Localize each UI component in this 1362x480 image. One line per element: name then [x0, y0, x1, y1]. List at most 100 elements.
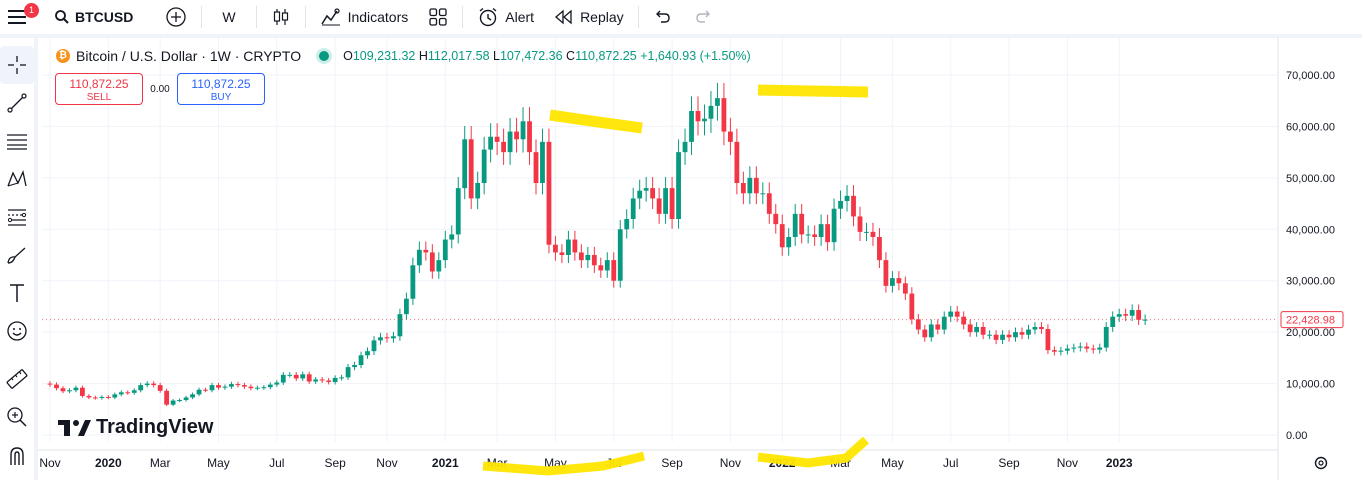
undo-button[interactable] [647, 2, 677, 32]
candle-body [216, 385, 221, 388]
zoom-tool[interactable] [0, 398, 34, 436]
toolbar-divider [255, 6, 257, 28]
tradingview-watermark[interactable]: TradingView [58, 416, 213, 439]
candle-body [358, 355, 364, 366]
candle [980, 322, 986, 340]
price-axis-label: 0.00 [1286, 430, 1307, 442]
candle-body [60, 388, 66, 392]
candle [358, 351, 364, 369]
redo-button[interactable] [689, 2, 719, 32]
text-tool[interactable] [0, 274, 34, 312]
candle-body [1123, 314, 1129, 316]
candle-body [242, 385, 247, 387]
chart-type-button[interactable] [265, 2, 297, 32]
candle-body [546, 141, 552, 245]
replay-button[interactable]: Replay [548, 2, 630, 32]
candle-body [494, 136, 500, 142]
candle-body [248, 386, 254, 389]
candle-body [825, 224, 830, 243]
grid-lines [42, 38, 1278, 442]
ruler-icon [6, 369, 28, 389]
replay-label: Replay [580, 9, 624, 25]
candle-body [1110, 316, 1116, 327]
crosshair-tool[interactable] [0, 46, 34, 84]
zoom-in-icon [7, 407, 27, 427]
trade-panel: 110,872.25 SELL 0.00 110,872.25 BUY [55, 73, 265, 105]
candle [728, 117, 733, 156]
time-axis-label: Jul [943, 456, 958, 470]
candle [669, 177, 675, 229]
candle [643, 177, 649, 202]
candle-body [378, 337, 383, 341]
symbol-search-button[interactable]: BTCUSD [48, 2, 139, 32]
emoji-tool[interactable] [0, 312, 34, 350]
close-value: 110,872.25 [575, 49, 637, 63]
candle [935, 319, 941, 335]
layouts-button[interactable] [422, 2, 454, 32]
candle [805, 225, 811, 244]
candle [566, 230, 571, 264]
candle [242, 382, 247, 389]
candle [1116, 308, 1122, 323]
candle [254, 385, 260, 391]
candle [494, 123, 500, 156]
sell-button[interactable]: 110,872.25 SELL [55, 73, 143, 105]
highlight-second-top [757, 84, 869, 98]
candle [429, 244, 435, 279]
candle [961, 311, 967, 330]
brush-tool[interactable] [0, 236, 34, 274]
pattern-tool[interactable] [0, 160, 34, 198]
price-chart[interactable]: 0.00 10,000.00 20,000.00 30,000.00 40,000.00… [38, 38, 1362, 480]
candle [604, 252, 610, 278]
candle [520, 107, 526, 153]
candle-body [734, 141, 740, 183]
alert-button[interactable]: Alert [471, 2, 540, 32]
candle-body [287, 374, 293, 376]
candle [877, 228, 882, 269]
candle-body [650, 188, 656, 199]
candle-body [313, 379, 319, 382]
candle-body [332, 377, 338, 383]
candle-body [475, 183, 481, 199]
candle-body [1006, 334, 1012, 338]
candle [553, 236, 558, 261]
candle [799, 203, 805, 244]
candle [67, 388, 72, 394]
candle-body [254, 387, 260, 389]
candle-body [909, 293, 915, 320]
price-axis-label: 70,000.00 [1286, 70, 1335, 82]
indicators-button[interactable]: Indicators [314, 2, 415, 32]
alarm-clock-icon [479, 7, 497, 27]
candle-body [306, 374, 312, 382]
price-axis-label: 10,000.00 [1286, 379, 1335, 391]
horizontal-lines-tool[interactable] [0, 122, 34, 160]
candle [559, 244, 565, 264]
top-toolbar: 1 BTCUSD W [0, 0, 1362, 38]
interval-button[interactable]: W [222, 9, 236, 25]
compare-symbol-button[interactable] [159, 2, 193, 32]
fib-tool[interactable] [0, 198, 34, 236]
candle-body [429, 252, 435, 272]
current-price-tag-box [1280, 311, 1344, 329]
measure-tool[interactable] [0, 360, 34, 398]
candle [533, 139, 539, 195]
chart-settings-icon[interactable] [1314, 456, 1328, 470]
candle [585, 246, 591, 269]
candle-body [1013, 332, 1018, 338]
candle-body [974, 327, 980, 333]
symbol-title[interactable]: Bitcoin / U.S. Dollar · 1W · CRYPTO [76, 48, 302, 64]
candle [630, 187, 636, 229]
price-axis-label: 50,000.00 [1286, 173, 1335, 185]
magnet-tool[interactable] [0, 436, 34, 474]
candle [1084, 342, 1090, 353]
trend-line-tool[interactable] [0, 84, 34, 122]
candle [514, 117, 519, 153]
candle [397, 308, 403, 341]
buy-button[interactable]: 110,872.25 BUY [177, 73, 265, 105]
main-menu-button[interactable]: 1 [0, 2, 39, 32]
low-value: 107,472.36 [499, 49, 563, 63]
candle-body [870, 231, 876, 237]
candle-body [520, 121, 526, 140]
candle [183, 395, 189, 402]
chart-pane[interactable]: 0.00 10,000.00 20,000.00 30,000.00 40,000.00… [38, 38, 1362, 480]
